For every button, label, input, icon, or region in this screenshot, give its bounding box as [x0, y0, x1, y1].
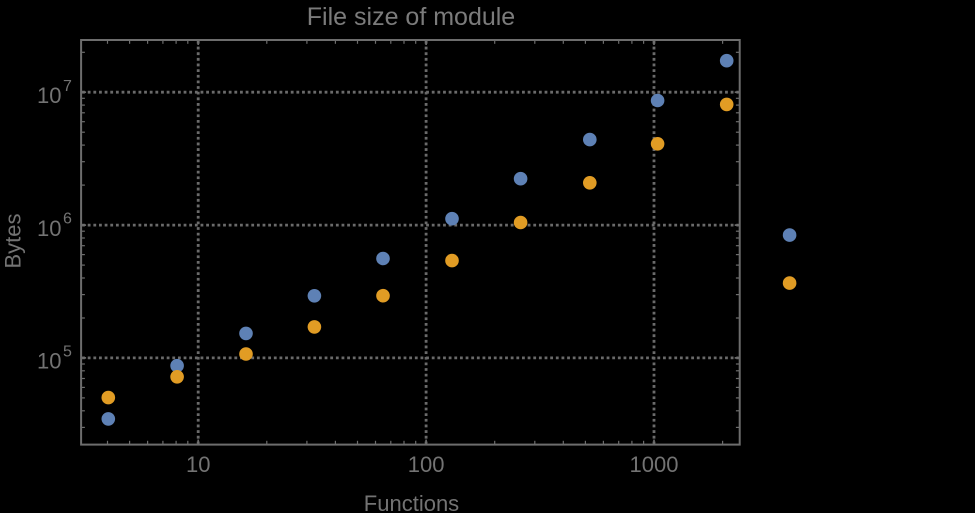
svg-text:7: 7	[63, 78, 72, 95]
svg-text:1000: 1000	[630, 452, 679, 477]
svg-text:100: 100	[408, 452, 445, 477]
svg-text:5: 5	[63, 343, 72, 360]
svg-text:10: 10	[37, 349, 61, 374]
svg-text:File size of module: File size of module	[307, 3, 515, 31]
svg-text:10: 10	[186, 452, 210, 477]
svg-text:6: 6	[63, 211, 72, 228]
svg-text:Bytes: Bytes	[0, 213, 25, 268]
svg-text:10: 10	[37, 83, 61, 108]
svg-text:Functions: Functions	[364, 491, 459, 513]
svg-text:10: 10	[37, 216, 61, 241]
